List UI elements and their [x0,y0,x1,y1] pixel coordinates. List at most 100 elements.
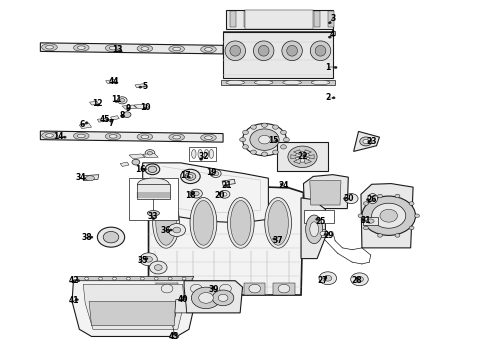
Ellipse shape [169,134,184,141]
Text: 7: 7 [108,119,114,128]
Circle shape [240,138,245,142]
Ellipse shape [173,47,180,51]
Circle shape [191,284,202,293]
Bar [129,178,178,220]
Circle shape [343,198,346,200]
Polygon shape [90,102,99,105]
Circle shape [280,183,283,185]
Text: 18: 18 [185,191,196,200]
Circle shape [90,236,93,238]
Circle shape [278,284,290,293]
Circle shape [119,50,122,53]
Text: 35: 35 [138,256,148,265]
Ellipse shape [283,80,301,85]
Circle shape [362,196,416,235]
Circle shape [275,140,278,142]
Circle shape [380,209,397,222]
Ellipse shape [46,134,53,137]
Polygon shape [184,281,243,313]
Ellipse shape [141,47,149,50]
Ellipse shape [42,132,57,139]
Ellipse shape [265,198,292,248]
Circle shape [273,238,276,240]
Circle shape [149,261,167,274]
Circle shape [183,296,186,298]
Text: 9: 9 [125,104,131,113]
Ellipse shape [190,189,202,198]
Text: 20: 20 [215,191,225,200]
Ellipse shape [190,198,217,248]
Text: 27: 27 [318,276,328,285]
Bar [304,210,334,223]
Circle shape [83,177,86,180]
Circle shape [328,36,331,38]
Ellipse shape [253,41,274,60]
Bar [272,12,278,27]
Circle shape [344,194,358,203]
Circle shape [288,146,317,167]
Ellipse shape [156,201,176,245]
Circle shape [328,22,331,24]
Text: 44: 44 [108,77,119,86]
Circle shape [144,168,147,170]
Circle shape [182,277,186,280]
Ellipse shape [315,45,326,56]
Circle shape [141,277,144,280]
Text: 10: 10 [140,103,150,112]
Text: 33: 33 [147,212,158,221]
Ellipse shape [141,135,149,139]
Circle shape [281,145,286,149]
Circle shape [324,275,332,281]
Circle shape [395,234,400,237]
Circle shape [316,218,318,220]
Ellipse shape [210,170,221,177]
Circle shape [225,185,228,187]
Text: 43: 43 [169,332,180,341]
Ellipse shape [169,45,184,53]
Polygon shape [89,301,176,326]
Circle shape [115,82,117,84]
Circle shape [356,276,364,282]
Ellipse shape [170,334,179,339]
Circle shape [98,277,102,280]
Text: 37: 37 [273,236,283,245]
Polygon shape [277,143,328,171]
Polygon shape [304,158,312,164]
Circle shape [262,152,268,156]
Ellipse shape [201,46,216,53]
Circle shape [220,284,231,293]
Circle shape [77,280,80,282]
Ellipse shape [320,231,326,236]
Text: 17: 17 [180,171,191,180]
Ellipse shape [227,198,254,248]
Polygon shape [98,118,108,122]
Circle shape [199,293,213,303]
Circle shape [250,129,279,150]
Polygon shape [135,84,147,88]
Text: 1: 1 [325,63,330,72]
Ellipse shape [282,41,302,60]
Bar [245,12,250,27]
Ellipse shape [231,201,251,245]
Polygon shape [134,104,150,109]
Ellipse shape [230,45,241,56]
Text: 16: 16 [135,165,146,174]
Polygon shape [77,276,194,281]
Polygon shape [303,175,348,208]
Circle shape [243,145,248,149]
Circle shape [98,227,124,247]
Text: 28: 28 [352,276,363,285]
Circle shape [324,277,327,279]
Circle shape [272,125,278,129]
Circle shape [249,284,261,293]
Text: 32: 32 [198,152,209,161]
Circle shape [364,226,368,230]
Ellipse shape [268,201,288,245]
Circle shape [161,284,173,293]
Circle shape [409,202,414,205]
Circle shape [250,150,256,154]
Bar [314,12,320,27]
Polygon shape [223,31,335,35]
Ellipse shape [204,136,212,139]
Circle shape [110,120,113,122]
